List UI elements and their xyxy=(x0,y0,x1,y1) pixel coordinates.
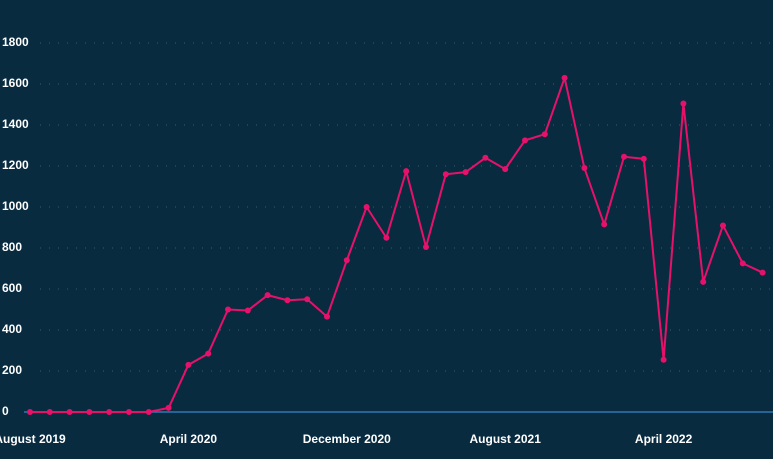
y-tick-label: 1400 xyxy=(2,117,29,131)
line xyxy=(30,76,764,413)
point xyxy=(561,74,568,81)
point xyxy=(185,361,192,368)
y-tick-label: 200 xyxy=(2,363,22,377)
point xyxy=(343,257,350,264)
point xyxy=(284,297,291,304)
y-tick-label: 1000 xyxy=(2,199,29,213)
point xyxy=(66,409,73,415)
point xyxy=(759,269,766,276)
y-tick-label: 1800 xyxy=(2,35,29,49)
y-tick-label: 400 xyxy=(2,322,22,336)
point xyxy=(165,404,172,411)
point xyxy=(700,278,707,285)
point xyxy=(126,409,132,415)
point xyxy=(482,154,489,161)
x-tick-label: April 2022 xyxy=(635,432,693,446)
point xyxy=(86,409,93,415)
point xyxy=(640,155,647,162)
point xyxy=(225,306,231,313)
point xyxy=(660,356,667,363)
point xyxy=(304,296,311,303)
point xyxy=(522,137,528,144)
point xyxy=(145,409,152,415)
point xyxy=(581,165,588,172)
point xyxy=(27,409,33,415)
point xyxy=(46,409,53,415)
y-tick-label: 600 xyxy=(2,281,22,295)
y-tick-label: 1600 xyxy=(2,76,29,90)
point xyxy=(502,166,509,173)
point xyxy=(541,131,548,138)
y-tick-label: 0 xyxy=(2,404,9,418)
point xyxy=(621,153,627,160)
point xyxy=(324,313,330,320)
y-tick-label: 1200 xyxy=(2,158,29,172)
point xyxy=(205,350,212,357)
x-tick-label: August 2021 xyxy=(470,432,542,446)
x-tick-label: December 2020 xyxy=(303,432,391,446)
y-tick-label: 800 xyxy=(2,240,22,254)
point xyxy=(244,307,251,314)
point xyxy=(383,234,390,241)
point xyxy=(363,204,370,210)
point xyxy=(601,221,608,228)
x-tick-label: April 2020 xyxy=(160,432,218,446)
point xyxy=(462,169,469,176)
point xyxy=(106,409,113,415)
point xyxy=(680,100,687,107)
point xyxy=(720,222,726,229)
point xyxy=(442,171,449,178)
point xyxy=(739,260,746,267)
point xyxy=(403,168,410,175)
x-tick-label: August 2019 xyxy=(0,432,66,446)
point xyxy=(264,292,271,299)
point xyxy=(423,243,429,250)
